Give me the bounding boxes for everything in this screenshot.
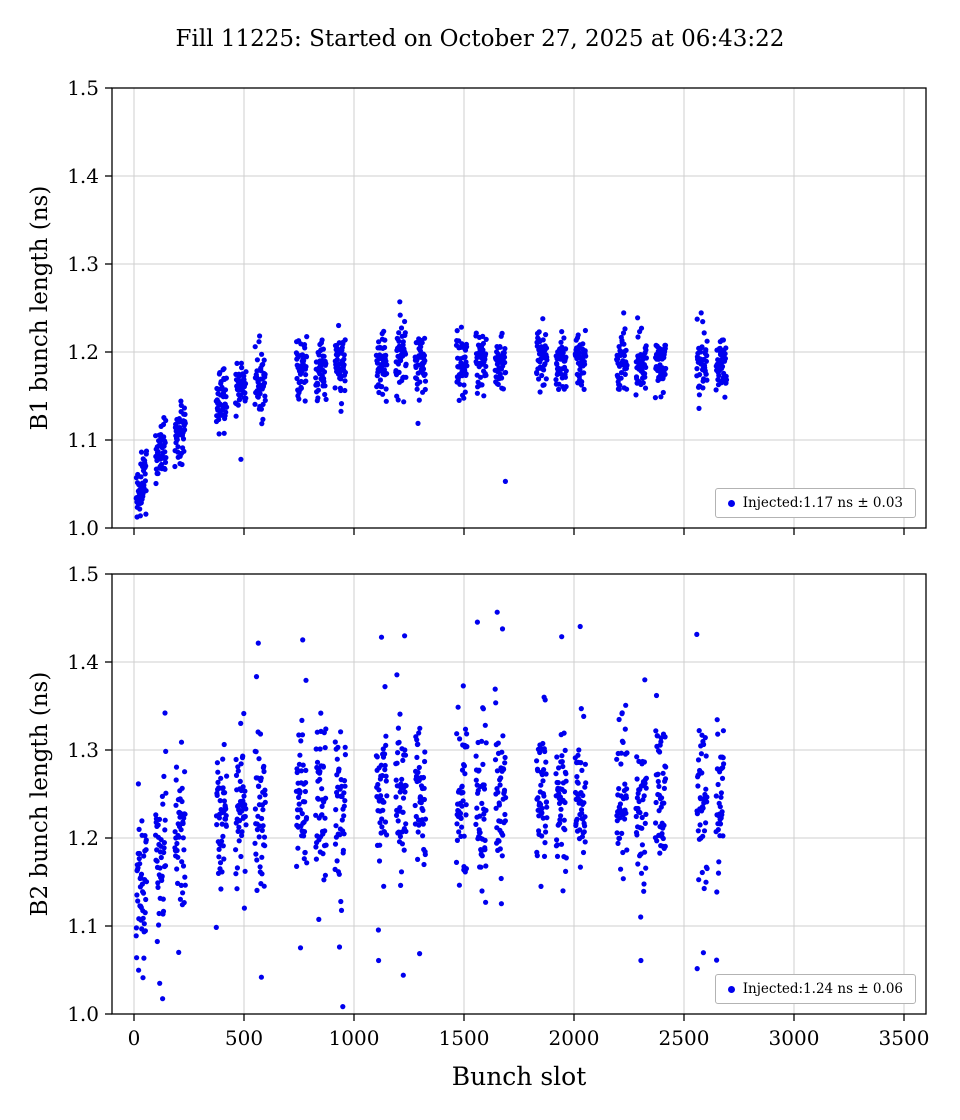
svg-text:2000: 2000: [549, 1026, 600, 1050]
svg-text:500: 500: [225, 1026, 263, 1050]
b2-legend: Injected:1.24 ns ± 0.06: [714, 974, 916, 1004]
b2-y-axis-label: B2 bunch length (ns): [27, 671, 53, 917]
b1-y-axis-label: B1 bunch length (ns): [27, 185, 53, 431]
b1-legend-marker-icon: [727, 499, 735, 507]
svg-text:1000: 1000: [329, 1026, 380, 1050]
svg-text:1.3: 1.3: [67, 738, 99, 762]
svg-text:1500: 1500: [439, 1026, 490, 1050]
svg-text:1.5: 1.5: [67, 76, 99, 100]
svg-text:1.0: 1.0: [67, 516, 99, 540]
svg-text:1.5: 1.5: [67, 562, 99, 586]
b1-legend: Injected:1.17 ns ± 0.03: [714, 488, 916, 518]
svg-text:1.0: 1.0: [67, 1002, 99, 1026]
svg-text:1.2: 1.2: [67, 826, 99, 850]
b1-scatter-plot: 1.0 1.1 1.2 1.3 1.4 1.5: [67, 76, 927, 540]
b1-legend-label: Injected:1.17 ns ± 0.03: [742, 495, 903, 511]
svg-text:1.2: 1.2: [67, 340, 99, 364]
svg-text:1.4: 1.4: [67, 164, 99, 188]
b2-scatter-plot: 1.0 1.1 1.2 1.3 1.4 1.5 0 500 1000 1500 2000 2500 30…: [67, 562, 930, 1050]
svg-text:3000: 3000: [769, 1026, 820, 1050]
svg-text:1.1: 1.1: [67, 428, 99, 452]
svg-text:1.3: 1.3: [67, 252, 99, 276]
b2-legend-marker-icon: [727, 985, 735, 993]
svg-text:2500: 2500: [659, 1026, 710, 1050]
x-axis-label: Bunch slot: [451, 1062, 587, 1091]
chart-title: Fill 11225: Started on October 27, 2025 …: [175, 26, 785, 52]
b2-legend-label: Injected:1.24 ns ± 0.06: [742, 981, 903, 997]
svg-text:1.1: 1.1: [67, 914, 99, 938]
svg-text:3500: 3500: [879, 1026, 930, 1050]
svg-text:0: 0: [128, 1026, 141, 1050]
svg-text:1.4: 1.4: [67, 650, 99, 674]
